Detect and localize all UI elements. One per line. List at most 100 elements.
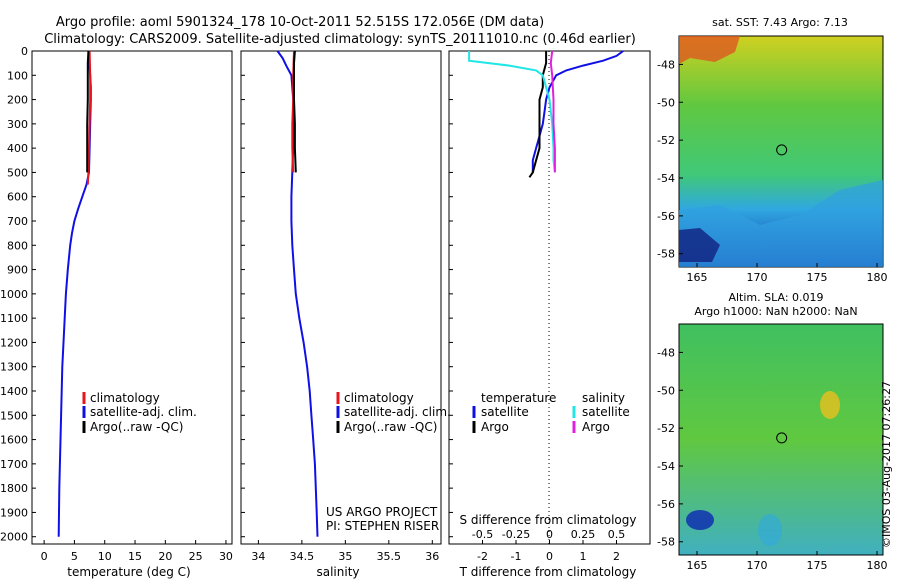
difference-axes-frame — [448, 50, 651, 545]
legend-header-temperature: temperature — [481, 391, 556, 405]
sla-map-title-line-1: Altim. SLA: 0.019 — [728, 291, 823, 304]
lon-tick-label: 175 — [807, 271, 828, 284]
title-line-2: Climatology: CARS2009. Satellite-adjuste… — [44, 32, 636, 47]
series-line-t-argo — [528, 51, 548, 178]
x-tick-label: 34 — [251, 550, 265, 563]
x-tick-label: 36 — [425, 550, 439, 563]
lon-tick-label: 175 — [807, 559, 828, 572]
difference-legend: temperature satellite Argo salinity sate… — [472, 391, 630, 434]
x-tick-label: 10 — [98, 550, 112, 563]
argo-location-marker — [776, 432, 788, 444]
sla-mid-anomaly — [758, 514, 782, 546]
x-tick-label: 2 — [613, 550, 620, 563]
legend-label-satellite: satellite-adj. clim. — [344, 405, 451, 419]
sst-deep-cold-patch — [679, 228, 720, 262]
depth-tick-label: 100 — [7, 69, 28, 82]
legend-label-argo: Argo(..raw -QC) — [344, 420, 437, 434]
s-diff-tick-label: 0 — [546, 528, 553, 541]
x-tick-label: -2 — [477, 550, 488, 563]
series-line-climatology — [86, 50, 92, 185]
imos-stamp: ©IMOS 03-Aug-2017 07:26:27 — [880, 381, 893, 548]
series-line-s-argo — [549, 50, 556, 173]
depth-tick-label: 1800 — [0, 482, 28, 495]
depth-tick-label: 800 — [7, 239, 28, 252]
depth-tick-label: 1600 — [0, 434, 28, 447]
depth-tick-label: 200 — [7, 94, 28, 107]
lat-tick-label: -56 — [657, 498, 675, 511]
series-line-argo-raw-qc- — [293, 50, 297, 173]
lon-tick-label: 180 — [867, 559, 888, 572]
temperature-axes-frame — [31, 50, 233, 545]
depth-tick-label: 700 — [7, 215, 28, 228]
legend-label-satellite: satellite-adj. clim. — [90, 405, 197, 419]
title-line-1: Argo profile: aoml 5901324_178 10-Oct-20… — [56, 15, 544, 30]
legend-label-climatology: climatology — [344, 391, 414, 405]
lon-tick-label: 170 — [747, 271, 768, 284]
sst-cold-patch — [679, 180, 883, 267]
legend-label-t-argo: Argo — [481, 420, 509, 434]
salinity-legend: climatology satellite-adj. clim. Argo(..… — [336, 391, 451, 434]
x-tick-label: 1 — [580, 550, 587, 563]
x-tick-label: 20 — [158, 550, 172, 563]
salinity-panel: 34 34.5 35 35.5 36 salinity climatology sate… — [240, 50, 451, 579]
lon-tick-label: 180 — [867, 271, 888, 284]
lat-tick-label: -56 — [657, 210, 675, 223]
lat-tick-label: -48 — [657, 58, 675, 71]
project-annotation: US ARGO PROJECT — [326, 505, 438, 519]
lon-tick-label: 165 — [687, 559, 708, 572]
sst-map-title: sat. SST: 7.43 Argo: 7.13 — [712, 16, 848, 29]
lon-tick-label: 165 — [687, 271, 708, 284]
lat-tick-label: -58 — [657, 536, 675, 549]
sst-warm-patch — [679, 36, 740, 64]
lat-tick-label: -52 — [657, 422, 675, 435]
t-difference-label: T difference from climatology — [459, 565, 637, 579]
depth-tick-label: 1900 — [0, 506, 28, 519]
lat-tick-label: -58 — [657, 248, 675, 261]
x-tick-label: -1 — [511, 550, 522, 563]
legend-label-s-satellite: satellite — [582, 405, 630, 419]
x-tick-label: 25 — [189, 550, 203, 563]
depth-tick-label: 1300 — [0, 361, 28, 374]
depth-tick-label: 1500 — [0, 409, 28, 422]
legend-label-t-satellite: satellite — [481, 405, 529, 419]
pi-annotation: PI: STEPHEN RISER — [326, 519, 439, 533]
legend-label-argo: Argo(..raw -QC) — [90, 420, 183, 434]
sst-map-panel: sat. SST: 7.43 Argo: 7.13 165 170 175 180 -4… — [657, 16, 887, 284]
x-tick-label: 0 — [546, 550, 553, 563]
lat-tick-label: -54 — [657, 172, 675, 185]
depth-tick-label: 600 — [7, 191, 28, 204]
depth-tick-label: 0 — [21, 45, 28, 58]
difference-panel: -2 -1 0 1 2 -0.5 -0.25 0 0.25 0.5 S difference fr… — [448, 50, 651, 579]
series-line-satellite-adj-clim- — [276, 50, 319, 537]
depth-tick-label: 500 — [7, 166, 28, 179]
sla-map-panel: Altim. SLA: 0.019 Argo h1000: NaN h2000:… — [657, 291, 887, 572]
s-diff-tick-label: -0.25 — [502, 528, 530, 541]
lat-tick-label: -48 — [657, 346, 675, 359]
temperature-xlabel: temperature (deg C) — [67, 565, 190, 579]
depth-tick-label: 900 — [7, 264, 28, 277]
x-tick-label: 0 — [41, 550, 48, 563]
depth-tick-label: 1000 — [0, 288, 28, 301]
depth-tick-label: 1200 — [0, 336, 28, 349]
x-tick-label: 30 — [219, 550, 233, 563]
series-line-argo-raw-qc- — [86, 50, 90, 173]
lat-tick-label: -54 — [657, 460, 675, 473]
lat-tick-label: -50 — [657, 96, 675, 109]
legend-label-climatology: climatology — [90, 391, 160, 405]
s-diff-tick-label: -0.5 — [472, 528, 493, 541]
depth-tick-label: 2000 — [0, 531, 28, 544]
series-line-s-satellite — [468, 51, 556, 173]
temperature-panel: 0100200300400500600700800900100011001200… — [0, 45, 233, 579]
argo-location-marker — [776, 144, 788, 156]
sla-map-title-line-2: Argo h1000: NaN h2000: NaN — [694, 305, 857, 318]
temperature-legend: climatology satellite-adj. clim. Argo(..… — [82, 391, 197, 434]
legend-label-s-argo: Argo — [582, 420, 610, 434]
s-difference-label: S difference from climatology — [460, 513, 637, 527]
depth-tick-label: 1400 — [0, 385, 28, 398]
depth-tick-label: 1700 — [0, 458, 28, 471]
depth-tick-label: 1100 — [0, 312, 28, 325]
salinity-xlabel: salinity — [316, 565, 359, 579]
s-diff-tick-label: 0.5 — [608, 528, 626, 541]
salinity-axes-frame — [240, 50, 442, 545]
